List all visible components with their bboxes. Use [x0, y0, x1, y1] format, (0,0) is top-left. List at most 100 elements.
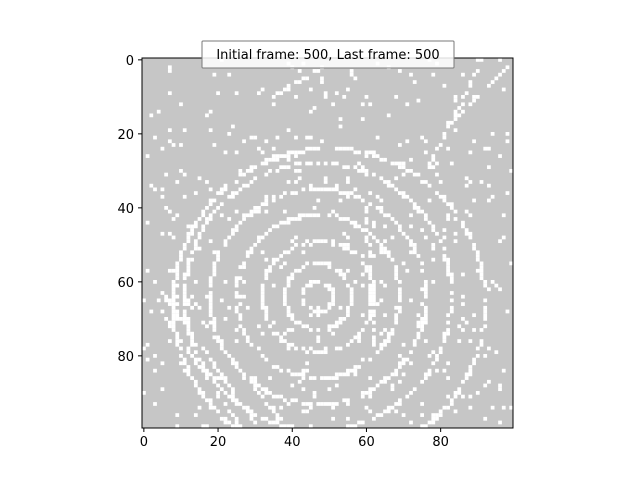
heatmap-cell	[368, 291, 373, 295]
heatmap-cell	[175, 276, 180, 281]
heatmap-cell	[468, 102, 473, 107]
heatmap-cell	[234, 291, 239, 295]
heatmap-cell	[338, 243, 343, 247]
heatmap-cell	[175, 424, 180, 429]
heatmap-cell	[286, 346, 291, 351]
heatmap-cell	[305, 76, 309, 81]
heatmap-cell	[312, 146, 317, 151]
heatmap-cell	[308, 183, 313, 188]
heatmap-cell	[487, 379, 491, 384]
heatmap-cell	[353, 150, 358, 155]
heatmap-cell	[234, 328, 239, 332]
heatmap-cell	[472, 361, 476, 366]
title-box: Initial frame: 500, Last frame: 500	[201, 40, 455, 69]
heatmap-cell	[327, 324, 332, 329]
heatmap-cell	[186, 368, 191, 373]
heatmap-cell	[308, 346, 313, 351]
heatmap-cell	[290, 398, 295, 403]
heatmap-cell	[186, 272, 191, 277]
heatmap-cell	[316, 161, 321, 166]
heatmap-cell	[383, 246, 387, 251]
heatmap-cell	[156, 109, 161, 114]
heatmap-cell	[268, 169, 272, 173]
heatmap-cell	[397, 365, 402, 369]
heatmap-cell	[279, 368, 284, 373]
heatmap-cell	[338, 191, 343, 195]
heatmap-cell	[286, 276, 291, 281]
heatmap-cell	[405, 169, 410, 173]
heatmap-cell	[449, 120, 454, 125]
heatmap-cell	[479, 58, 484, 62]
heatmap-cell	[231, 191, 235, 195]
heatmap-cell	[435, 354, 439, 358]
heatmap-cell	[490, 132, 495, 136]
heatmap-cell	[449, 398, 454, 403]
heatmap-cell	[423, 180, 428, 184]
heatmap-cell	[475, 254, 480, 258]
heatmap-cell	[397, 161, 402, 166]
heatmap-cell	[342, 243, 347, 247]
heatmap-cell	[338, 272, 343, 277]
heatmap-cell	[409, 391, 413, 395]
heatmap-cell	[197, 231, 202, 236]
heatmap-cell	[149, 183, 154, 188]
heatmap-cell	[294, 180, 298, 184]
heatmap-cell	[394, 187, 399, 192]
heatmap-cell	[386, 254, 391, 258]
heatmap-cell	[216, 206, 220, 210]
heatmap-cell	[279, 265, 284, 269]
heatmap-cell	[297, 268, 302, 273]
heatmap-cell	[234, 305, 239, 310]
heatmap-cell	[379, 243, 384, 247]
heatmap-cell	[160, 231, 165, 236]
heatmap-cell	[182, 243, 187, 247]
heatmap-cell	[364, 268, 369, 273]
heatmap-cell	[238, 424, 243, 429]
heatmap-cell	[167, 128, 172, 133]
heatmap-cell	[290, 342, 295, 347]
heatmap-cell	[357, 339, 361, 343]
heatmap-cell	[238, 172, 243, 177]
heatmap-cell	[446, 405, 450, 410]
heatmap-cell	[461, 72, 465, 77]
heatmap-cell	[253, 376, 258, 380]
heatmap-cell	[479, 328, 484, 332]
heatmap-cell	[308, 376, 313, 380]
heatmap-cell	[227, 383, 232, 388]
heatmap-cell	[282, 209, 287, 214]
heatmap-cell	[308, 146, 313, 151]
heatmap-cell	[186, 298, 191, 303]
heatmap-cell	[182, 357, 187, 362]
heatmap-cell	[409, 198, 413, 203]
heatmap-cell	[286, 220, 291, 225]
heatmap-cell	[242, 372, 246, 377]
heatmap-cell	[223, 150, 228, 155]
heatmap-cell	[420, 261, 425, 266]
heatmap-cell	[379, 176, 384, 181]
heatmap-cell	[190, 339, 194, 343]
heatmap-cell	[257, 239, 261, 244]
heatmap-cell	[260, 283, 265, 288]
heatmap-cell	[442, 254, 447, 258]
heatmap-cell	[394, 161, 399, 166]
heatmap-cell	[171, 268, 176, 273]
heatmap-cell	[234, 398, 239, 403]
heatmap-cell	[216, 257, 220, 262]
heatmap-cell	[238, 324, 243, 329]
heatmap-cell	[190, 231, 194, 236]
heatmap-cell	[368, 391, 373, 395]
heatmap-cell	[360, 420, 365, 425]
heatmap-cell	[193, 239, 198, 244]
heatmap-cell	[479, 261, 484, 266]
heatmap-cell	[394, 409, 399, 414]
heatmap-cell	[212, 317, 217, 321]
heatmap-cell	[182, 246, 187, 251]
heatmap-cell	[238, 313, 243, 318]
heatmap-cell	[268, 157, 272, 162]
heatmap-cell	[427, 183, 432, 188]
heatmap-cell	[453, 391, 458, 395]
heatmap-cells	[142, 58, 514, 429]
heatmap-cell	[442, 83, 447, 88]
heatmap-cell	[446, 213, 450, 218]
heatmap-cell	[279, 91, 284, 96]
